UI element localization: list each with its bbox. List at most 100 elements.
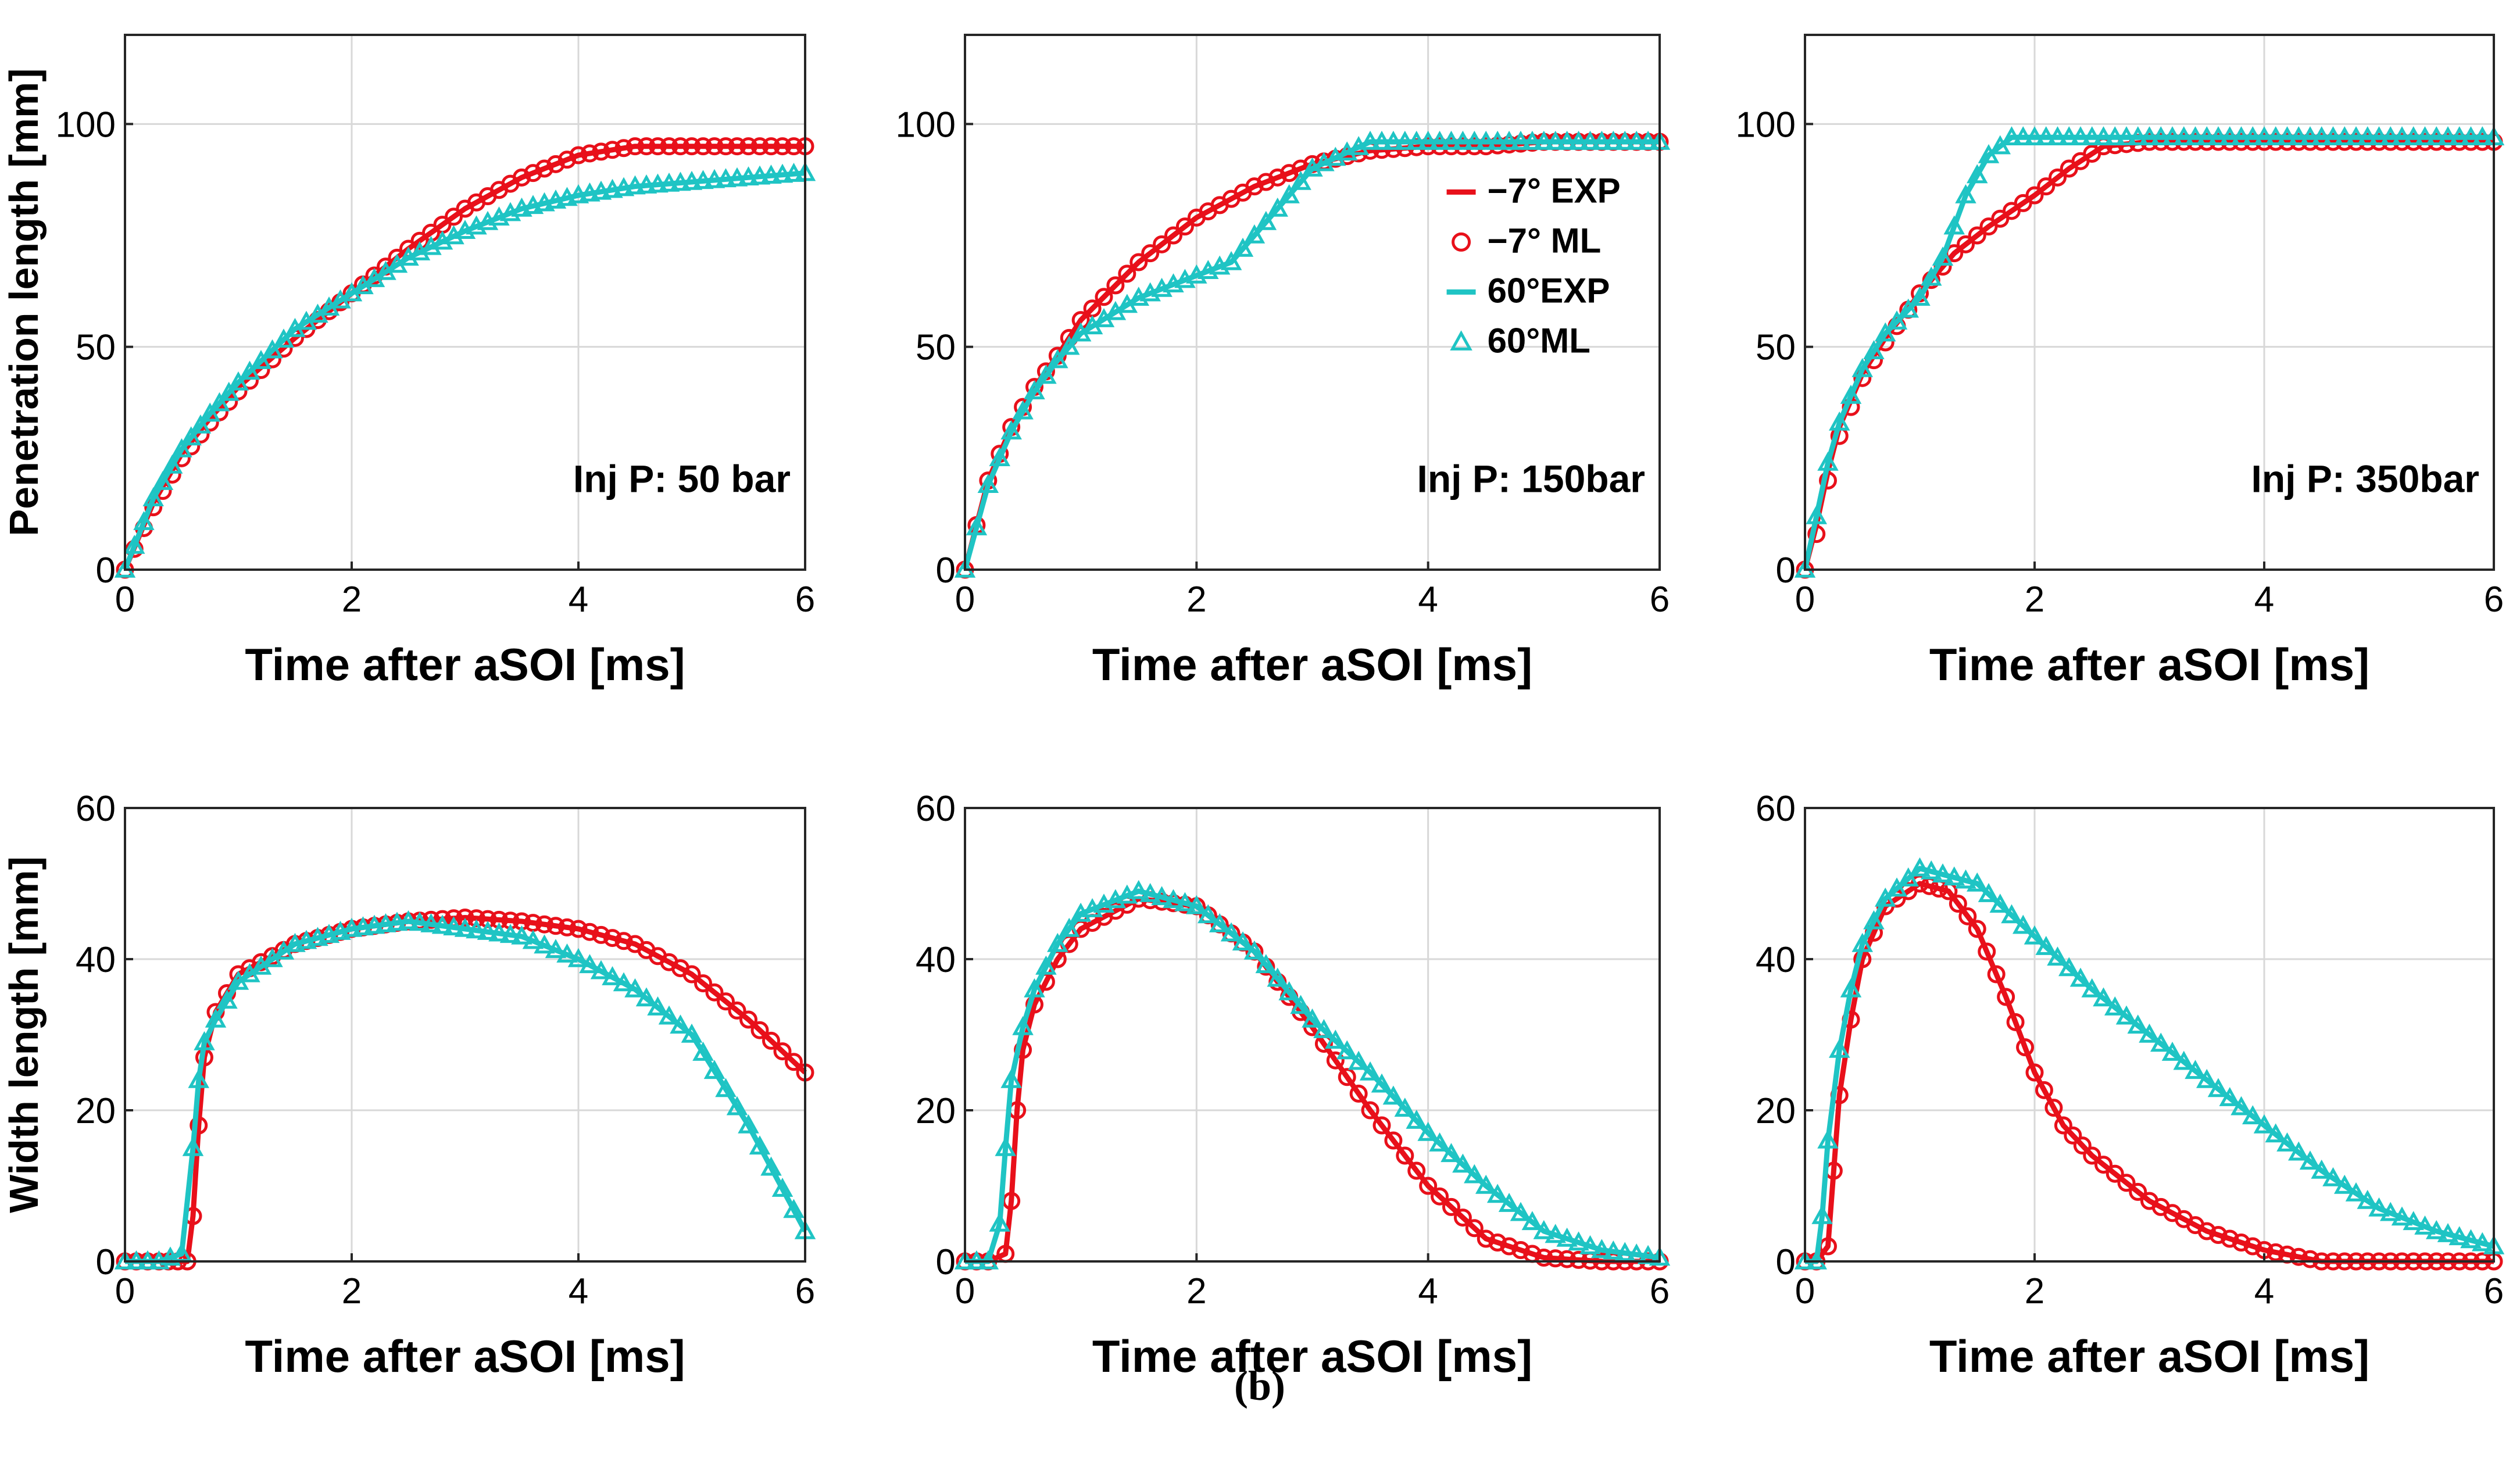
data-point — [1886, 877, 1908, 897]
data-point — [624, 978, 646, 998]
data-point — [1384, 1131, 1403, 1150]
data-point — [546, 917, 565, 935]
data-point — [239, 360, 260, 380]
data-point — [1978, 883, 2000, 902]
data-point — [2037, 177, 2056, 196]
data-point — [363, 914, 385, 934]
data-point — [1129, 253, 1148, 271]
data-point — [703, 169, 725, 188]
data-point — [142, 487, 164, 507]
data-point — [749, 165, 771, 185]
data-point — [1278, 184, 1300, 203]
data-point — [1429, 1132, 1450, 1152]
data-point — [2001, 904, 2022, 924]
data-point — [592, 925, 610, 944]
data-point — [762, 137, 780, 156]
data-point — [1047, 932, 1068, 952]
data-point — [694, 137, 712, 156]
data-point — [1175, 217, 1194, 236]
data-point — [2437, 1223, 2459, 1242]
data-point — [2267, 1243, 2285, 1261]
data-point — [1958, 907, 1977, 925]
data-point — [2253, 1114, 2275, 1134]
series-markers-minus7deg-ml — [116, 909, 814, 1271]
data-point — [603, 141, 621, 159]
data-point — [2104, 996, 2126, 1016]
data-point — [1955, 184, 1976, 203]
data-point — [1498, 130, 1520, 150]
data-point — [2368, 126, 2390, 146]
data-point — [1174, 892, 1196, 911]
data-point — [1012, 400, 1034, 420]
data-point — [2049, 168, 2067, 187]
data-point — [1863, 340, 1885, 360]
data-point — [2232, 1234, 2250, 1252]
data-point — [2380, 126, 2401, 146]
data-point — [692, 1042, 714, 1061]
data-point — [1817, 451, 1839, 471]
data-point — [2047, 946, 2068, 966]
data-point — [2289, 1247, 2308, 1266]
data-point — [717, 992, 735, 1011]
data-point — [2139, 1023, 2160, 1043]
data-point — [613, 972, 635, 992]
data-point — [1220, 251, 1242, 270]
data-point — [513, 168, 531, 187]
data-point — [2448, 126, 2470, 146]
legend-entry-label: −7° EXP — [1488, 171, 1621, 210]
data-point — [783, 163, 805, 182]
data-point — [1347, 1050, 1370, 1070]
legend-triangle-icon — [1450, 330, 1472, 351]
series-line-60degexp — [965, 888, 1660, 1264]
data-point — [1243, 224, 1266, 244]
data-point — [2025, 1063, 2044, 1082]
data-point — [1302, 1008, 1323, 1028]
data-point — [717, 137, 735, 156]
data-point — [1359, 130, 1381, 150]
data-point — [1875, 887, 1896, 907]
data-point — [2334, 1174, 2355, 1194]
y-tick-label: 0 — [96, 550, 116, 591]
y-tick-label: 100 — [56, 105, 116, 145]
data-point — [1614, 130, 1636, 150]
data-point — [1649, 1246, 1671, 1266]
data-point — [182, 1136, 204, 1156]
data-point — [1394, 1097, 1416, 1117]
data-point — [1419, 1177, 1438, 1195]
data-point — [2064, 1126, 2082, 1145]
x-axis-label: Time after aSOI [ms] — [1092, 639, 1532, 690]
data-point — [1153, 235, 1171, 253]
data-point — [1886, 310, 1908, 330]
data-point — [2322, 1167, 2344, 1186]
series-line-minus7deg-exp — [122, 144, 805, 571]
data-point — [1243, 940, 1266, 960]
data-point — [456, 909, 474, 927]
data-point — [522, 195, 544, 214]
data-point — [1059, 335, 1080, 355]
data-point — [1498, 1193, 1520, 1212]
data-point — [2058, 126, 2080, 146]
data-point — [556, 943, 578, 963]
data-point — [2129, 1182, 2147, 1201]
data-point — [762, 1031, 780, 1050]
axes-frame — [1804, 34, 2495, 571]
data-point — [1863, 910, 1885, 929]
data-point — [2127, 1014, 2149, 1034]
data-point — [2117, 1174, 2136, 1192]
series-markers-60degml — [114, 162, 816, 578]
y-tick-label: 40 — [916, 940, 956, 980]
data-point — [1290, 170, 1311, 190]
data-point — [1897, 298, 1919, 318]
data-point — [1568, 1231, 1589, 1251]
data-point — [1035, 955, 1057, 975]
data-point — [715, 1078, 737, 1097]
data-point — [1978, 942, 1996, 961]
data-point — [499, 924, 521, 943]
data-point — [635, 987, 657, 1007]
data-point — [2276, 126, 2298, 146]
data-point — [1637, 130, 1659, 150]
data-point — [2025, 186, 2044, 205]
series-markers-60degml — [954, 130, 1671, 578]
x-axis-label: Time after aSOI [ms] — [1929, 1331, 2369, 1382]
